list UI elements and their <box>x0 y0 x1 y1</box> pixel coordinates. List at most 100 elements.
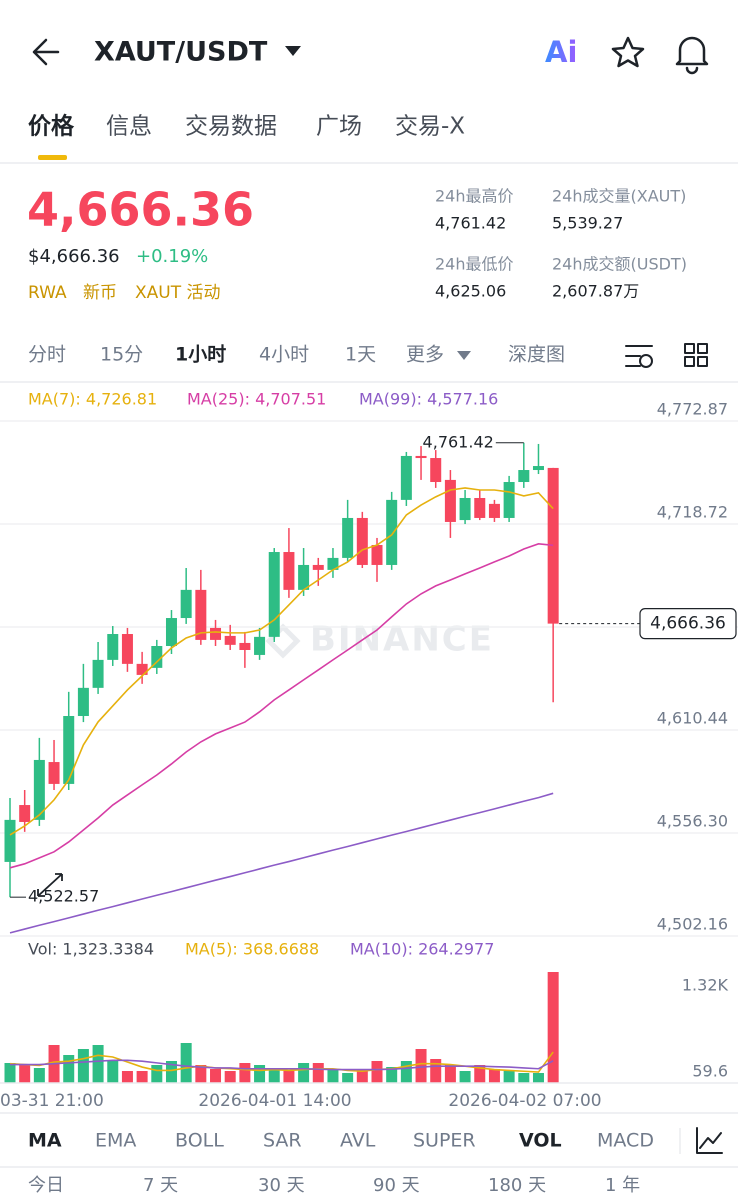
candle-body <box>298 564 310 590</box>
candle-body <box>151 645 163 668</box>
y-tick-label: 4,718.72 <box>657 503 728 522</box>
range[interactable]: 90 天 <box>373 1175 420 1196</box>
low-label: 4,522.57 <box>28 887 99 906</box>
volume-bar <box>254 1064 266 1083</box>
interval[interactable]: 15分 <box>100 344 143 366</box>
candle-body <box>165 618 177 646</box>
candle-body <box>532 466 544 471</box>
volume-bar <box>312 1063 324 1083</box>
candle-body <box>4 819 16 862</box>
candle-body <box>224 635 236 645</box>
interval[interactable]: 1天 <box>345 344 376 366</box>
tab[interactable]: 交易-X <box>395 114 465 140</box>
candle-body <box>283 552 295 590</box>
candle-body <box>474 497 486 518</box>
ma-line <box>9 543 554 869</box>
kline-chart: BINANCE4,772.874,718.724,664.584,610.444… <box>0 390 738 1111</box>
last-price: 4,666.36 <box>27 183 254 237</box>
tab[interactable]: 广场 <box>316 114 362 140</box>
candle-body <box>503 482 515 518</box>
pair-title[interactable]: XAUT/USDT <box>94 37 268 68</box>
volume-bar <box>92 1045 104 1083</box>
candle-body <box>107 634 119 660</box>
volume-bar <box>268 1069 280 1083</box>
more-dropdown[interactable] <box>457 351 471 360</box>
indicator[interactable]: MACD <box>597 1130 654 1152</box>
candle-body <box>48 762 60 784</box>
stat-label: 24h最低价 <box>435 255 514 274</box>
volume-bar <box>430 1059 442 1083</box>
volume-bar <box>518 1073 530 1083</box>
price-change: +0.19% <box>136 246 208 267</box>
tag[interactable]: 新币 <box>83 283 117 303</box>
indicator-settings[interactable] <box>696 1127 723 1154</box>
interval[interactable]: 1小时 <box>175 344 226 366</box>
interval[interactable]: 4小时 <box>259 344 309 366</box>
range[interactable]: 30 天 <box>258 1175 305 1196</box>
volume-bar <box>327 1069 339 1083</box>
volume-ma-line <box>10 1059 554 1071</box>
volume-legend: Vol: 1,323.3384 <box>28 940 154 959</box>
volume-bar <box>488 1069 500 1083</box>
tag[interactable]: XAUT 活动 <box>135 283 221 303</box>
volume-bar <box>136 1070 148 1083</box>
candle-body <box>518 470 530 483</box>
interval[interactable]: 更多 <box>406 344 444 366</box>
ai-button[interactable]: Ai <box>545 35 577 69</box>
stat-value: 4,625.06 <box>435 282 506 301</box>
favorite-button[interactable] <box>611 36 645 68</box>
range[interactable]: 1 年 <box>605 1175 640 1196</box>
candle-body <box>371 544 383 565</box>
indicator[interactable]: AVL <box>340 1130 376 1152</box>
back-button[interactable] <box>32 38 60 66</box>
tab[interactable]: 交易数据 <box>185 114 277 140</box>
volume-bar <box>342 1073 354 1083</box>
volume-bar <box>400 1060 412 1083</box>
high-label: 4,761.42 <box>423 432 494 451</box>
stat-value: 4,761.42 <box>435 214 506 233</box>
candle-body <box>444 479 456 522</box>
candle-body <box>136 663 148 675</box>
volume-bar <box>151 1064 163 1083</box>
tag[interactable]: RWA <box>28 283 67 303</box>
legend-item: MA(25): 4,707.51 <box>187 390 326 409</box>
indicator[interactable]: SAR <box>263 1130 302 1152</box>
range[interactable]: 7 天 <box>143 1175 178 1196</box>
volume-bar <box>180 1042 192 1083</box>
legend-item: MA(7): 4,726.81 <box>28 390 157 409</box>
tab[interactable]: 信息 <box>106 114 152 140</box>
pair-dropdown[interactable] <box>285 46 301 56</box>
candle-body <box>63 716 75 784</box>
interval[interactable]: 深度图 <box>508 344 565 366</box>
candle-body <box>327 557 339 570</box>
volume-bar <box>547 972 559 1083</box>
volume-bar <box>121 1070 133 1083</box>
indicator[interactable]: VOL <box>519 1130 562 1152</box>
stat-value: 2,607.87万 <box>552 282 639 301</box>
indicator[interactable]: MA <box>28 1130 62 1152</box>
volume-bar <box>19 1064 31 1083</box>
candle-body <box>342 517 354 558</box>
chart-settings[interactable] <box>625 345 653 368</box>
indicator[interactable]: BOLL <box>175 1130 224 1152</box>
volume-bar <box>63 1055 75 1083</box>
interval[interactable]: 分时 <box>28 344 66 366</box>
candle-body <box>415 455 427 459</box>
candle-body <box>33 759 45 820</box>
volume-bar <box>283 1070 295 1083</box>
indicator[interactable]: EMA <box>95 1130 136 1152</box>
indicator[interactable]: SUPER <box>413 1130 476 1152</box>
range[interactable]: 今日 <box>28 1175 64 1196</box>
alert-button[interactable] <box>675 36 709 75</box>
volume-bar <box>77 1049 89 1083</box>
layout-button[interactable] <box>684 343 708 367</box>
volume-bar <box>474 1064 486 1083</box>
candle-body <box>121 634 133 664</box>
stat-label: 24h成交量(XAUT) <box>552 187 686 206</box>
y-tick-label: 4,502.16 <box>657 915 728 934</box>
tab[interactable]: 价格 <box>28 113 75 140</box>
range[interactable]: 180 天 <box>488 1175 546 1196</box>
stat-value: 5,539.27 <box>552 214 623 233</box>
last-price-box <box>639 608 737 640</box>
